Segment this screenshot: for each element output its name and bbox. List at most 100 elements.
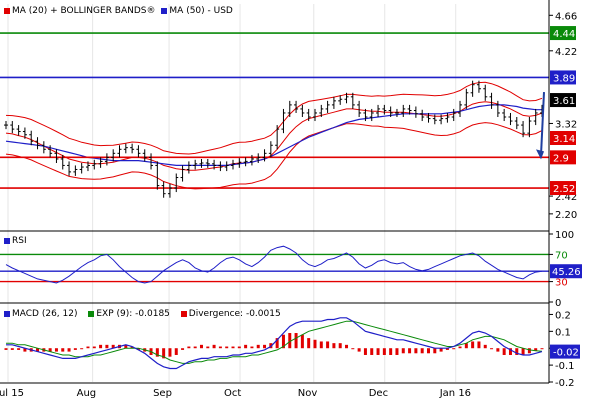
divergence-bar <box>294 333 298 349</box>
divergence-bar <box>218 346 222 349</box>
legend-label-rsi: RSI <box>12 236 27 246</box>
price-panel <box>0 32 549 198</box>
rsi-y-tick-label: 100 <box>555 230 574 241</box>
x-tick-label: Dec <box>369 388 388 399</box>
gridlines <box>7 4 457 382</box>
divergence-bar <box>193 346 197 349</box>
divergence-bar <box>199 344 203 349</box>
divergence-bar <box>319 341 323 349</box>
divergence-bar <box>250 346 254 349</box>
level-badge <box>550 26 576 41</box>
x-tick-label: Sep <box>153 388 172 399</box>
divergence-bar <box>111 344 115 349</box>
price-y-tick-label: 4.22 <box>555 47 577 58</box>
level-badge-label: 2.52 <box>553 184 575 195</box>
divergence-bar <box>10 348 14 350</box>
ma20-badge <box>550 130 576 145</box>
divergence-bar <box>80 348 84 350</box>
divergence-bar <box>483 344 487 349</box>
divergence-bar <box>307 338 311 349</box>
legend-label-exp: EXP (9): -0.0185 <box>96 309 170 319</box>
divergence-bar <box>521 348 525 355</box>
divergence-bar <box>326 341 330 349</box>
divergence-bar <box>477 341 481 349</box>
divergence-bar <box>244 344 248 349</box>
divergence-bar <box>187 346 191 349</box>
legend-swatch-rsi <box>4 237 10 244</box>
divergence-bar <box>401 348 405 354</box>
divergence-bar <box>92 346 96 349</box>
rsi-level-label: 70 <box>555 250 568 261</box>
macd-legend: MACD (26, 12) EXP (9): -0.0185 Divergenc… <box>4 309 281 320</box>
divergence-bar <box>206 346 210 349</box>
divergence-bar <box>414 348 418 354</box>
rsi-legend: RSI <box>4 236 27 247</box>
divergence-bar <box>420 348 424 354</box>
legend-swatch-ma20 <box>4 7 10 14</box>
divergence-bar <box>408 348 412 354</box>
divergence-bar <box>345 344 349 349</box>
macd-value-label: -0.02 <box>553 348 579 359</box>
rsi-level-label: 30 <box>555 278 568 289</box>
divergence-bar <box>54 348 58 352</box>
divergence-bar <box>212 344 216 349</box>
divergence-bar <box>458 346 462 349</box>
level-badge-label: 2.9 <box>553 153 569 164</box>
divergence-bar <box>36 348 40 352</box>
legend-swatch-macd <box>4 310 10 317</box>
axes: Jul 15 Aug Sep Oct Nov Dec Jan 16 4.66 4.22 3.32 2… <box>0 0 582 399</box>
price-y-tick-label: 3.32 <box>555 119 577 130</box>
divergence-bar <box>490 348 494 350</box>
divergence-bar <box>155 348 159 357</box>
divergence-bar <box>288 333 292 349</box>
divergence-bar <box>300 334 304 349</box>
divergence-bar <box>452 348 456 350</box>
divergence-bar <box>502 348 506 355</box>
divergence-bar <box>527 348 531 354</box>
rsi-value-badge <box>550 264 582 279</box>
price-y-tick-label: 2.42 <box>555 192 577 203</box>
divergence-bar <box>313 339 317 349</box>
legend-label-ma20: MA (20) + BOLLINGER BANDS® <box>12 6 156 16</box>
x-tick-label: Jan 16 <box>439 388 471 399</box>
price-y-tick-label: 2.20 <box>555 210 577 221</box>
level-badge-label: 3.89 <box>553 73 575 84</box>
divergence-bar <box>168 348 172 357</box>
divergence-bar <box>540 348 544 350</box>
divergence-bar <box>496 348 500 352</box>
divergence-bar <box>17 348 21 350</box>
divergence-bar <box>445 348 449 350</box>
legend-label-macd: MACD (26, 12) <box>12 309 78 319</box>
forecast-arrow-shaft <box>540 92 545 156</box>
macd-y-tick-label: -0.1 <box>555 361 575 372</box>
divergence-bar <box>162 348 166 359</box>
divergence-bar <box>73 348 77 350</box>
macd-y-tick-label: -0.2 <box>555 378 575 389</box>
legend-swatch-divergence <box>180 310 187 317</box>
price-legend: MA (20) + BOLLINGER BANDS® MA (50) - USD <box>4 6 233 17</box>
x-tick-label: Aug <box>77 388 97 399</box>
level-badge-label: 4.44 <box>553 29 575 40</box>
divergence-bar <box>382 348 386 355</box>
divergence-bar <box>86 346 90 349</box>
divergence-bar <box>4 348 8 350</box>
x-tick-label: Jul 15 <box>0 388 24 399</box>
divergence-bar <box>363 348 367 355</box>
macd-y-tick-label: 0.1 <box>555 327 571 338</box>
legend-swatch-ma50 <box>161 7 168 14</box>
divergence-bar <box>263 344 267 349</box>
rsi-panel <box>0 245 549 284</box>
divergence-bar <box>136 348 140 350</box>
divergence-bar <box>67 348 71 352</box>
bollinger-lower-line <box>5 122 543 190</box>
divergence-bar <box>534 348 538 351</box>
divergence-bar <box>281 334 285 349</box>
level-badge <box>550 181 576 196</box>
macd-line <box>6 317 543 370</box>
divergence-bar <box>48 348 52 352</box>
ma20-badge-label: 3.14 <box>553 134 575 145</box>
divergence-bar <box>338 343 342 349</box>
divergence-bar <box>515 348 519 355</box>
forecast-arrowhead <box>536 149 544 160</box>
